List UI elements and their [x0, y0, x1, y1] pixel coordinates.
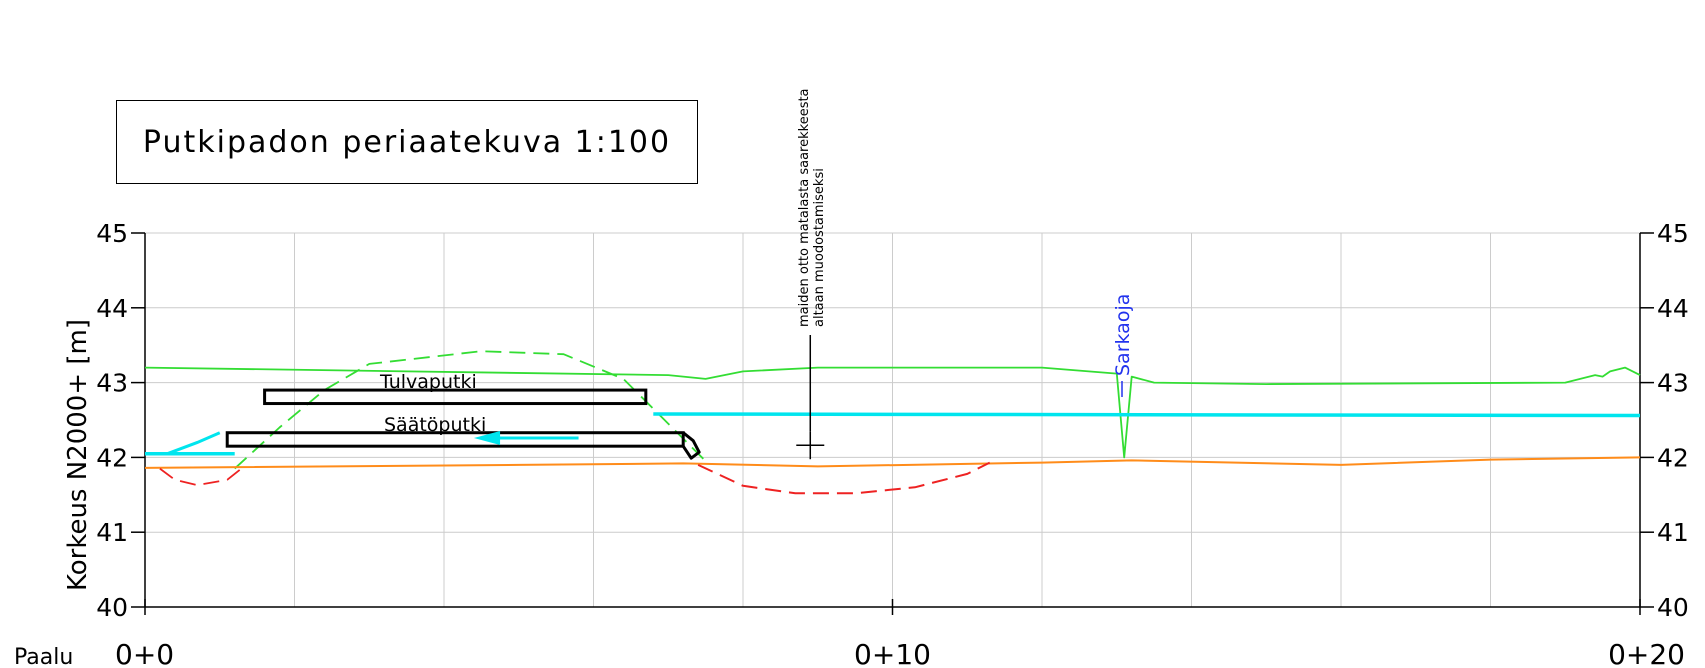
title-box: Putkipadon periaatekuva 1:100: [116, 100, 698, 184]
note-line-2: altaan muodostamiseksi: [812, 168, 827, 327]
pipe-outlet-elbow: [681, 431, 701, 460]
sarkaoja-label: Sarkaoja: [1112, 294, 1134, 376]
x-tick-label: 0+10: [854, 638, 931, 668]
y-axis-label: Korkeus N2000+ [m]: [63, 319, 93, 591]
series-layer: [144, 350, 1641, 495]
series-ground: [144, 366, 1641, 459]
y-tick-label-left: 43: [96, 369, 128, 398]
pipe-saatoputki: [225, 431, 685, 448]
tulvaputki-label: Tulvaputki: [379, 371, 477, 393]
series-water: [653, 412, 1641, 418]
x-axis-label: Paalu: [14, 645, 73, 668]
y-tick-label-left: 44: [96, 294, 128, 323]
y-tick-label-right: 44: [1657, 294, 1689, 323]
series-bottom: [144, 456, 1641, 469]
pipe-tulvaputki: [263, 388, 648, 406]
annotation-layer: [796, 335, 1123, 460]
y-tick-label-left: 45: [96, 219, 128, 248]
y-tick-label-right: 42: [1657, 443, 1689, 472]
series-excavation_left: [159, 467, 243, 487]
note-line-1: maiden otto matalasta saarekkeesta: [797, 88, 812, 327]
y-tick-label-left: 41: [96, 518, 128, 547]
x-tick-label: 0+20: [1608, 638, 1685, 668]
series-excavation_right: [697, 461, 991, 495]
y-tick-label-right: 41: [1657, 518, 1689, 547]
y-tick-label-left: 42: [96, 443, 128, 472]
x-tick-label: 0+0: [115, 638, 174, 668]
flow-arrow-head: [473, 430, 501, 445]
title-text: Putkipadon periaatekuva 1:100: [142, 124, 672, 160]
grid: [145, 232, 1640, 607]
y-tick-label-right: 43: [1657, 369, 1689, 398]
y-tick-label-right: 45: [1657, 219, 1689, 248]
inflow-curve: [166, 431, 221, 456]
saatoputki-label: Säätöputki: [384, 414, 486, 436]
y-tick-label-right: 40: [1657, 593, 1689, 622]
series-dam_mound: [234, 350, 707, 470]
axis-frame: 40 40 41 41 42 42 43 43 44 44 45 45 0+0 0+10 0+20: [96, 219, 1689, 668]
pipes-layer: [225, 388, 701, 460]
y-tick-label-left: 40: [96, 593, 128, 622]
